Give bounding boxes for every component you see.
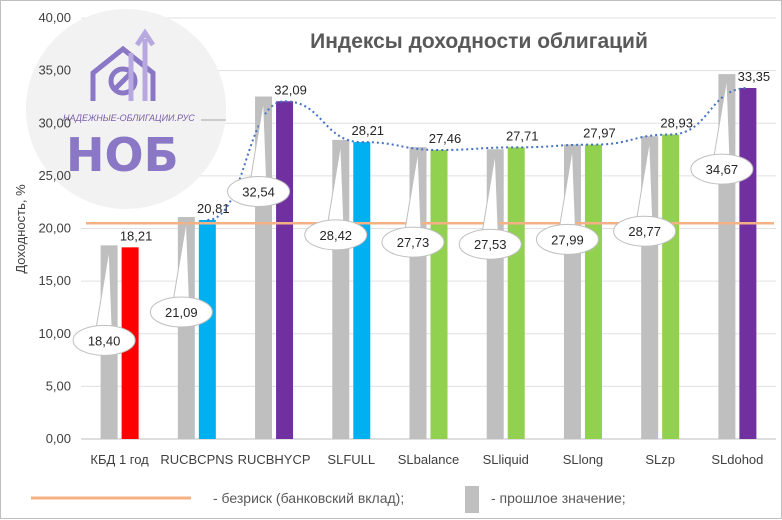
callout-bubble xyxy=(304,219,368,251)
data-label-previous: 18,40 xyxy=(88,333,121,348)
bar-current xyxy=(739,87,757,440)
legend-previous-swatch xyxy=(465,486,479,513)
data-label-current: 18,21 xyxy=(120,228,153,243)
logo-house-icon xyxy=(90,28,156,101)
x-tick-label: SLlong xyxy=(563,452,603,467)
logo-site-text: НАДЕЖНЫЕ-ОБЛИГАЦИИ.РУС xyxy=(63,113,195,123)
data-label-previous: 27,53 xyxy=(474,237,507,252)
data-label-current: 27,71 xyxy=(506,128,539,143)
x-tick-label: КБД 1 год xyxy=(90,452,149,467)
data-label-current: 33,35 xyxy=(738,69,771,84)
data-label-current: 27,46 xyxy=(429,131,462,146)
logo-background xyxy=(26,9,226,209)
data-label-previous: 34,67 xyxy=(706,162,739,177)
data-label-previous: 27,99 xyxy=(551,232,584,247)
data-label-current: 28,93 xyxy=(660,116,693,131)
x-tick-label: SLdohod xyxy=(711,452,763,467)
bar-current xyxy=(662,134,680,439)
data-label-current: 32,09 xyxy=(274,82,307,97)
legend-previous-label: - прошлое значение; xyxy=(491,490,626,506)
callout-bubble xyxy=(149,296,213,328)
callout-bubble xyxy=(458,228,522,260)
bar-current xyxy=(276,101,294,439)
callout-bubble xyxy=(690,153,754,185)
y-tick-label: 35,00 xyxy=(38,63,71,78)
callout-bubble xyxy=(613,215,677,247)
y-tick-label: 15,00 xyxy=(38,273,71,288)
logo-nob-text: НОБ xyxy=(66,128,179,182)
x-tick-label: SLzp xyxy=(645,452,675,467)
y-tick-label: 20,00 xyxy=(38,221,71,236)
data-label-previous: 28,42 xyxy=(320,228,353,243)
callout-bubble xyxy=(535,223,599,255)
y-tick-label: 0,00 xyxy=(46,431,71,446)
bar-current xyxy=(430,149,448,439)
trend-line xyxy=(207,86,748,221)
data-label-current: 28,21 xyxy=(352,123,385,138)
callout-bubble xyxy=(381,226,445,258)
trend-line-path xyxy=(207,86,748,221)
x-tick-label: SLbalance xyxy=(398,452,459,467)
data-label-previous: 28,77 xyxy=(628,224,661,239)
y-tick-label: 30,00 xyxy=(38,115,71,130)
legend: - безриск (банковский вклад); - прошлое … xyxy=(31,486,626,513)
x-tick-label: SLliquid xyxy=(483,452,529,467)
legend-reference-label: - безриск (банковский вклад); xyxy=(213,490,404,506)
data-label-previous: 27,73 xyxy=(397,235,430,250)
data-label-current: 20,81 xyxy=(197,201,230,216)
callout-bubble xyxy=(72,324,136,356)
x-tick-labels: КБД 1 год RUCBCPNS RUCBHYCP SLFULL SLbalance… xyxy=(90,452,763,467)
data-labels: 18,21 18,40 20,81 21,09 32,09 32,54 28,21 28,42… xyxy=(72,69,771,356)
data-label-previous: 21,09 xyxy=(165,305,198,320)
bar-current xyxy=(584,144,602,439)
x-tick-label: SLFULL xyxy=(327,452,375,467)
callout-bubble xyxy=(227,176,291,208)
data-label-current: 27,97 xyxy=(583,126,616,141)
y-tick-label: 25,00 xyxy=(38,168,71,183)
x-tick-label: RUCBHYCP xyxy=(238,452,311,467)
y-tick-label: 10,00 xyxy=(38,326,71,341)
y-tick-label: 5,00 xyxy=(46,378,71,393)
chart-title: Индексы доходности облигаций xyxy=(310,30,648,53)
y-tick-labels: 0,00 5,00 10,00 15,00 20,00 25,00 30,00 35,00 40… xyxy=(38,10,71,446)
data-label-previous: 32,54 xyxy=(242,185,275,200)
logo: НАДЕЖНЫЕ-ОБЛИГАЦИИ.РУС НОБ xyxy=(26,9,226,209)
bar-current xyxy=(507,147,525,440)
bar-current xyxy=(198,219,216,439)
bar-current xyxy=(353,142,371,439)
y-axis-label: Доходность, % xyxy=(13,184,28,274)
y-tick-label: 40,00 xyxy=(38,10,71,25)
x-tick-label: RUCBCPNS xyxy=(160,452,233,467)
